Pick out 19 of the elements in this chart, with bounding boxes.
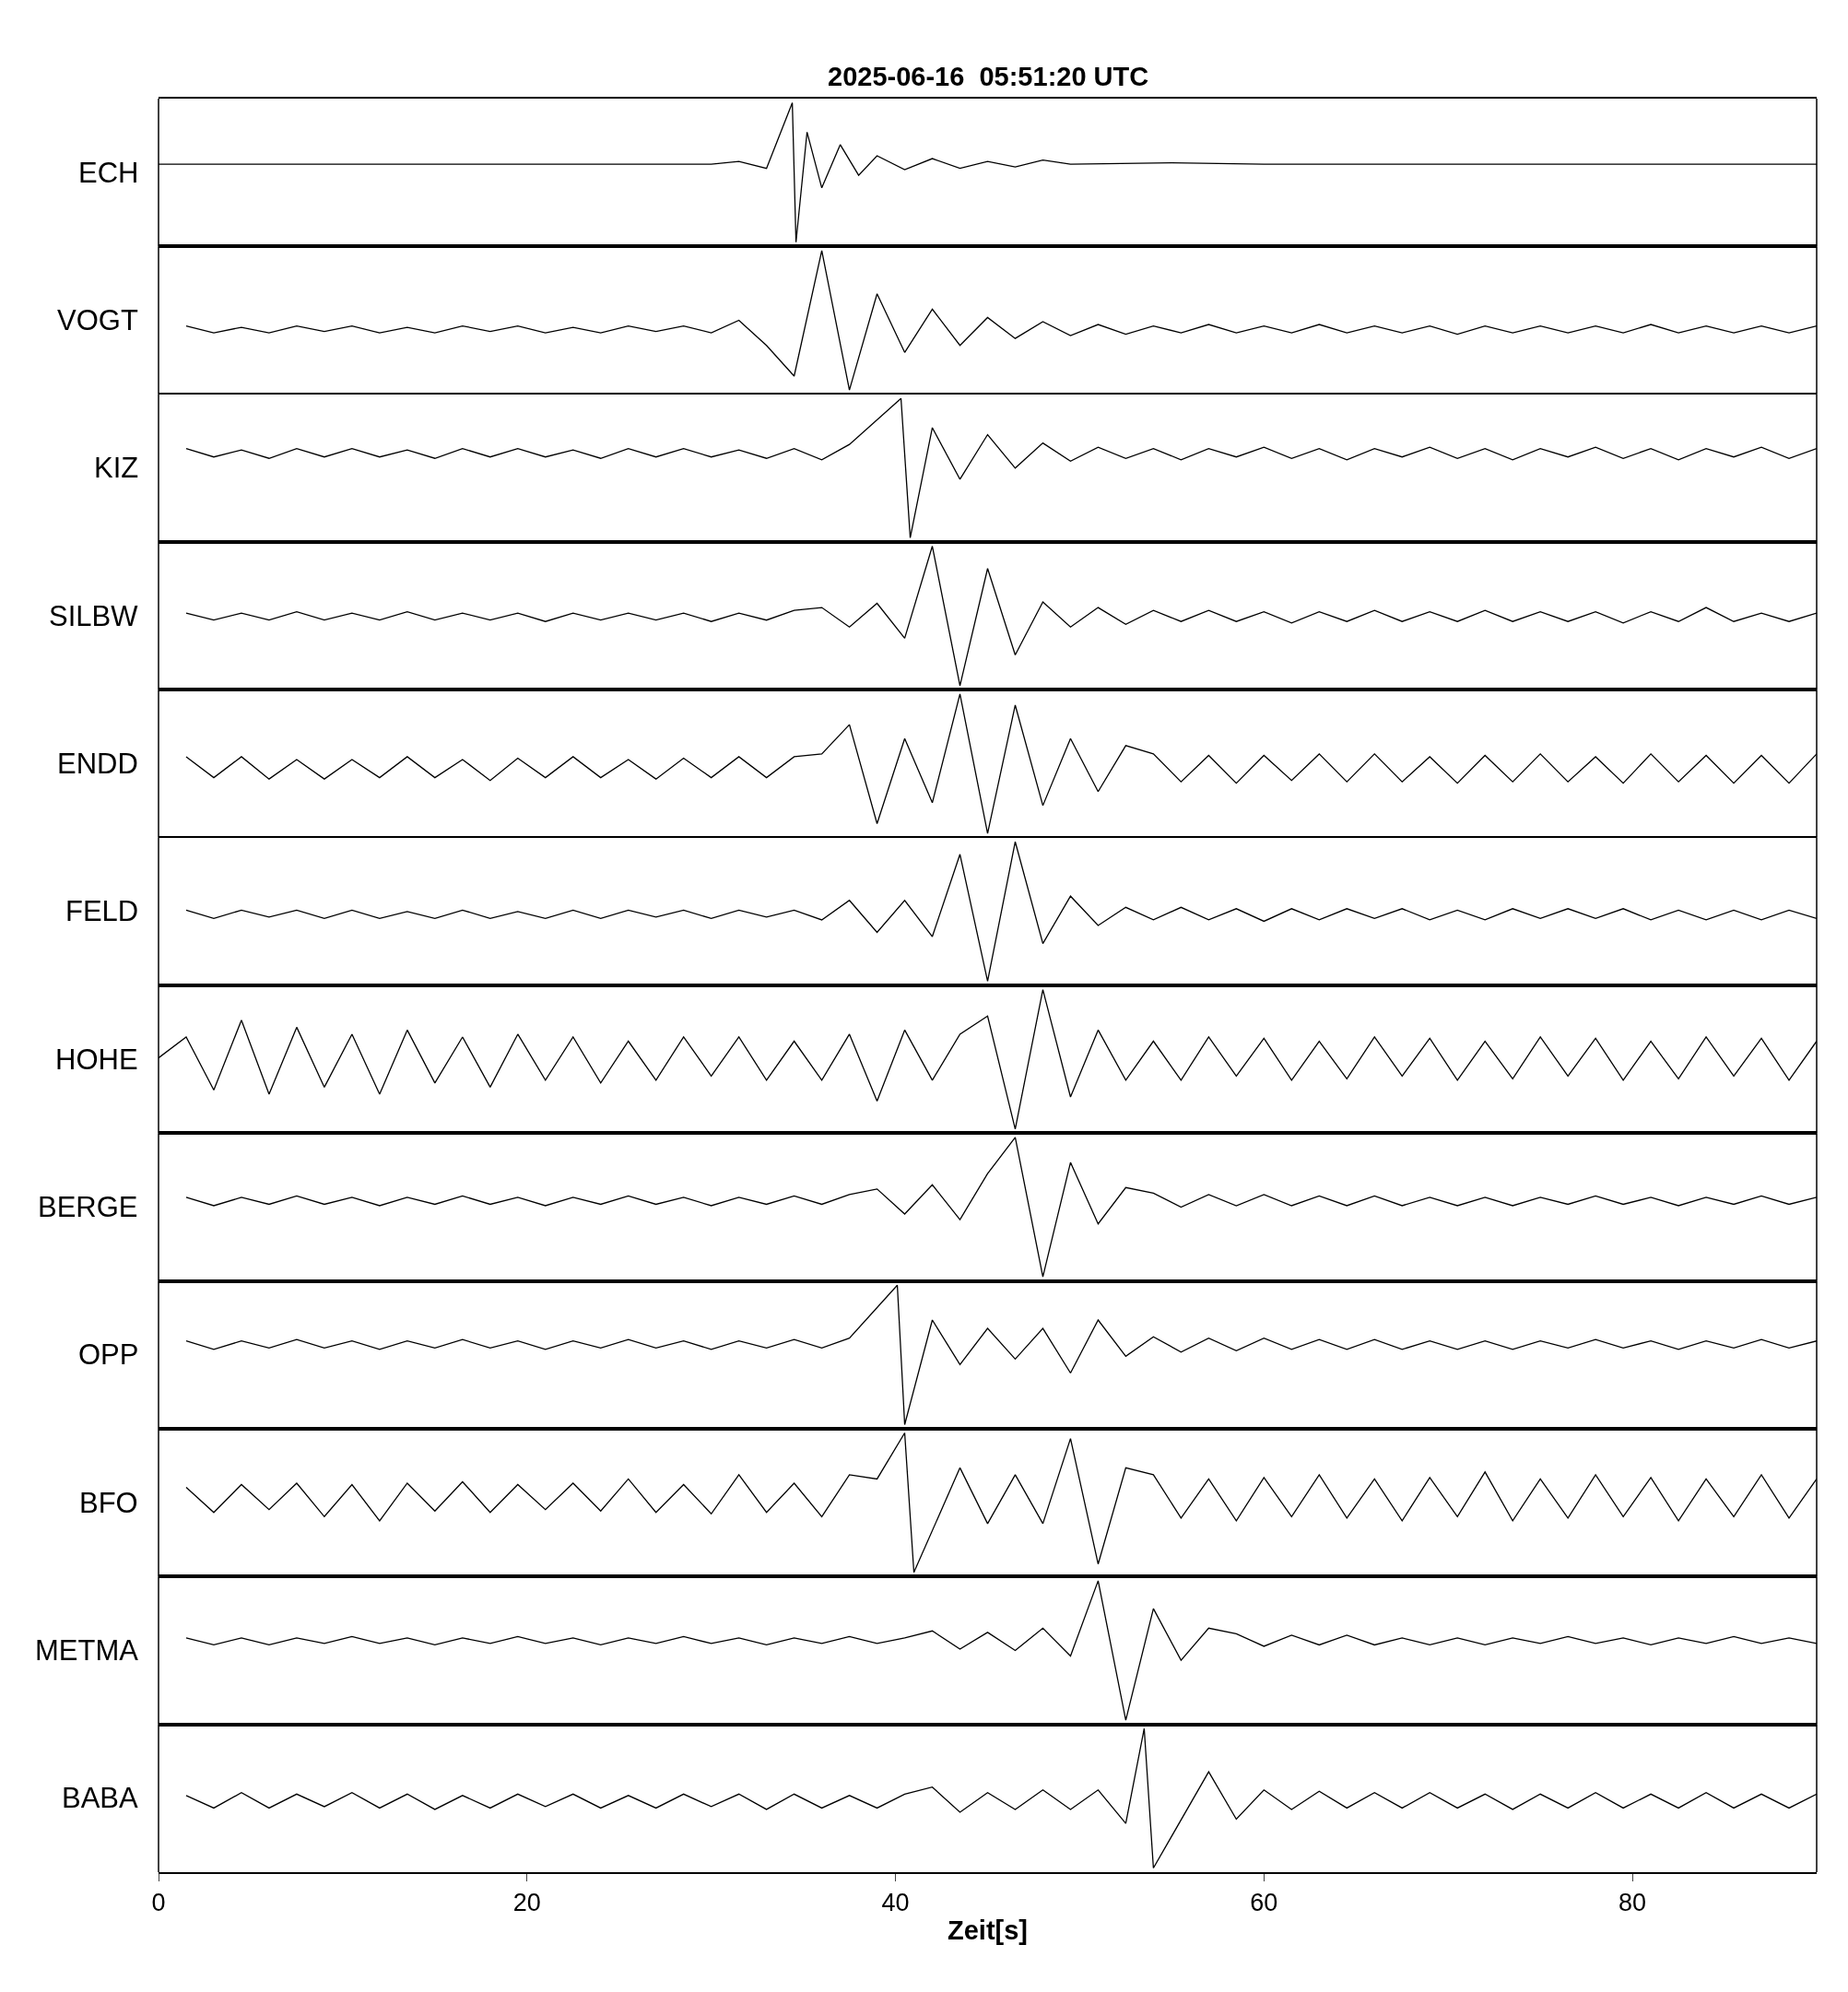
y-axis-title: VOGT xyxy=(57,304,138,336)
y-axis-title: BFO xyxy=(79,1487,138,1519)
chart-title: 2025-06-16 05:51:20 UTC xyxy=(828,62,1149,91)
y-axis-title: HOHE xyxy=(55,1043,138,1076)
y-axis-title: KIZ xyxy=(94,452,139,484)
x-tick-label: 40 xyxy=(881,1889,910,1917)
y-axis-title: BABA xyxy=(62,1782,139,1814)
y-axis-title: METMA xyxy=(35,1634,139,1667)
y-axis-title: ECH xyxy=(78,157,139,189)
y-axis-title: ENDD xyxy=(57,748,138,780)
y-axis-title: BERGE xyxy=(38,1191,138,1223)
y-axis-title: FELD xyxy=(65,895,139,927)
y-axis-title: SILBW xyxy=(49,600,139,632)
y-axis-title: OPP xyxy=(78,1338,139,1371)
x-tick-label: 20 xyxy=(512,1889,541,1917)
x-tick-label: 80 xyxy=(1618,1889,1647,1917)
x-tick-label: 60 xyxy=(1250,1889,1278,1917)
x-axis-title: Zeit[s] xyxy=(948,1915,1028,1946)
x-tick-label: 0 xyxy=(151,1889,166,1917)
